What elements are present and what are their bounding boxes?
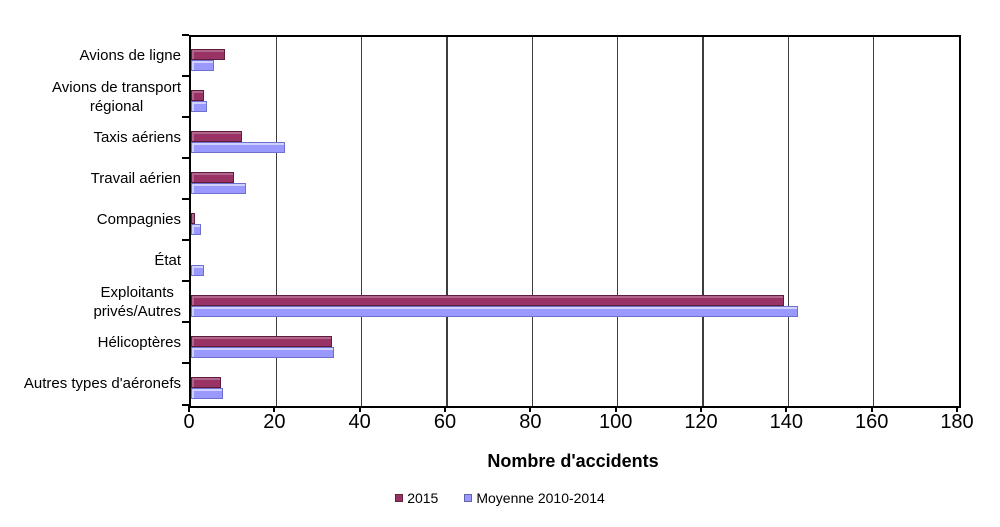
bar-moyenne-5 (191, 265, 204, 276)
x-tick-label-20: 20 (263, 411, 286, 433)
bar-row-7 (191, 324, 959, 365)
bar-2015-2 (191, 131, 243, 142)
x-tick-label-120: 120 (684, 411, 718, 433)
x-tick-label-60: 60 (433, 411, 457, 433)
bar-moyenne-6 (191, 306, 798, 317)
y-axis-tick (182, 362, 189, 364)
x-axis-tick-40 (358, 406, 361, 412)
x-tick-label-40: 40 (348, 411, 371, 433)
bar-2015-3 (191, 172, 234, 183)
bar-row-8 (191, 365, 959, 406)
gridline-100 (616, 37, 619, 406)
bar-row-4 (191, 201, 959, 242)
bar-row-1 (191, 78, 959, 119)
gridline-140 (787, 37, 790, 406)
x-tick-label-160: 160 (854, 411, 889, 433)
bar-row-2 (191, 119, 959, 160)
bar-row-0 (191, 37, 959, 78)
bar-row-3 (191, 160, 959, 201)
x-axis-tick-180 (956, 406, 958, 412)
x-axis-tick-0 (188, 406, 190, 412)
bar-2015-6 (191, 295, 785, 306)
y-axis-tick (182, 198, 189, 200)
gridline-80 (531, 37, 534, 406)
legend-swatch-2015 (395, 494, 404, 502)
y-axis-tick (182, 116, 189, 118)
category-label-4: Compagnies (96, 211, 181, 228)
bar-2015-7 (191, 336, 332, 347)
x-tick-label-180: 180 (940, 411, 974, 433)
bar-moyenne-1 (191, 101, 208, 112)
category-label-6: Exploitants privés/Autres (93, 283, 181, 320)
x-axis-tick-60 (444, 406, 446, 412)
bar-2015-8 (191, 377, 221, 388)
y-axis-tick (182, 404, 189, 406)
gridline-20 (275, 37, 278, 406)
y-axis-tick (182, 321, 189, 323)
x-axis-tick-100 (614, 406, 617, 412)
legend-item-moyenne: Moyenne 2010-2014 (464, 490, 605, 506)
x-tick-label-140: 140 (769, 411, 804, 433)
x-tick-label-80: 80 (519, 411, 542, 433)
x-tick-label-100: 100 (598, 411, 633, 433)
bar-2015-1 (191, 90, 204, 101)
x-axis-tick-80 (529, 406, 532, 412)
gridline-120 (702, 37, 704, 406)
bar-moyenne-7 (191, 347, 334, 358)
x-axis-title: Nombre d'accidents (487, 451, 659, 471)
bar-2015-4 (191, 213, 196, 224)
bar-moyenne-0 (191, 60, 215, 71)
y-axis-tick (182, 280, 189, 282)
x-tick-label-0: 0 (183, 411, 195, 433)
y-axis-tick (182, 34, 189, 36)
x-axis-tick-120 (700, 406, 702, 412)
category-label-1: Avions de transport régional (52, 78, 181, 115)
category-label-8: Autres types d'aéronefs (23, 375, 181, 392)
category-label-5: État (154, 252, 181, 269)
x-axis-tick-160 (870, 406, 873, 412)
category-label-3: Travail aérien (90, 170, 181, 187)
legend-label-2015: 2015 (407, 490, 439, 506)
legend-item-2015: 2015 (395, 490, 438, 506)
category-label-7: Hélicoptères (97, 334, 181, 351)
bar-row-5 (191, 242, 959, 283)
bar-moyenne-8 (191, 388, 223, 399)
y-axis-tick (182, 239, 189, 241)
y-axis-tick (182, 75, 189, 77)
x-axis-tick-140 (785, 406, 788, 412)
bar-moyenne-3 (191, 183, 246, 194)
gridline-40 (360, 37, 363, 406)
bar-moyenne-4 (191, 224, 202, 235)
legend: 2015 Moyenne 2010-2014 (0, 490, 1000, 506)
legend-swatch-moyenne (464, 494, 473, 502)
category-label-2: Taxis aériens (93, 129, 181, 146)
gridline-60 (446, 37, 448, 406)
bar-row-6 (191, 283, 959, 324)
gridline-160 (872, 37, 875, 406)
legend-label-moyenne: Moyenne 2010-2014 (476, 490, 605, 506)
bar-2015-0 (191, 49, 226, 60)
bar-moyenne-2 (191, 142, 285, 153)
x-axis-tick-20 (273, 406, 276, 412)
plot-area (189, 35, 961, 408)
y-axis-tick (182, 157, 189, 159)
category-label-0: Avions de ligne (79, 47, 181, 64)
